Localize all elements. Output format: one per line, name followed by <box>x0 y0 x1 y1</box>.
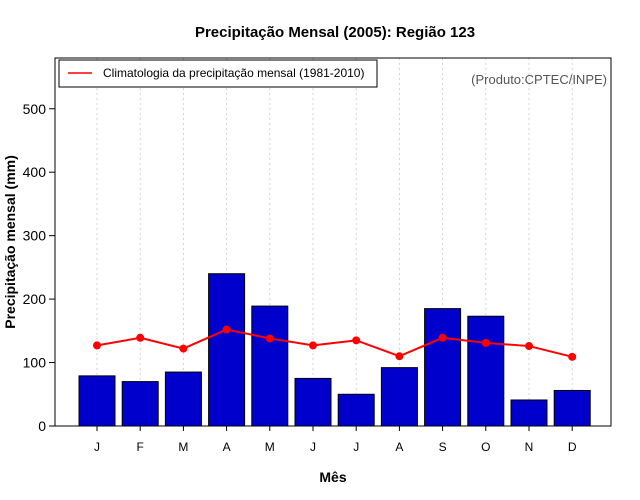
climatology-point-7 <box>352 336 361 345</box>
y-axis: 0 100 200 300 400 500 <box>23 101 55 434</box>
bar-2 <box>121 381 159 427</box>
legend-box <box>58 59 378 88</box>
x-tick-label: A <box>395 440 403 454</box>
bar-1 <box>78 375 116 427</box>
climatology-point-3 <box>179 344 188 353</box>
climatology-point-6 <box>309 341 317 350</box>
chart-title: Precipitação Mensal (2005): Região 123 <box>195 24 475 41</box>
product-label: (Produto:CPTEC/INPE) <box>471 72 607 87</box>
x-tick-label: N <box>525 440 534 454</box>
bar-10 <box>467 315 505 427</box>
x-tick-label: F <box>137 440 144 454</box>
x-tick-label: S <box>439 440 447 454</box>
bar-series <box>78 273 591 427</box>
climatology-line <box>96 328 573 358</box>
y-tick-label: 400 <box>23 164 47 180</box>
climatology-point-4 <box>222 325 231 334</box>
x-tick-label: D <box>568 440 577 454</box>
x-axis-title: Mês <box>319 469 346 485</box>
bar-4 <box>208 273 246 427</box>
x-tick-label: M <box>178 440 188 454</box>
y-tick-label: 500 <box>23 101 47 117</box>
x-tick-label: J <box>310 440 316 454</box>
climatology-point-9 <box>438 333 447 342</box>
bar-7 <box>337 393 375 427</box>
bar-6 <box>294 377 332 427</box>
climatology-point-2 <box>136 333 145 342</box>
climatology-point-8 <box>395 352 404 361</box>
x-tick-label: O <box>481 440 490 454</box>
x-tick-label: J <box>94 440 100 454</box>
y-axis-title: Precipitação mensal (mm) <box>2 155 18 329</box>
bar-9 <box>424 308 462 427</box>
climatology-series <box>93 325 577 361</box>
legend-label-climatology: Climatologia da precipitação mensal (198… <box>103 66 364 80</box>
climatology-point-11 <box>525 342 533 351</box>
y-tick-label: 100 <box>23 355 47 371</box>
legend: Climatologia da precipitação mensal (198… <box>58 59 378 88</box>
x-tick-label: J <box>353 440 359 454</box>
x-tick-label: M <box>265 440 275 454</box>
y-tick-label: 300 <box>23 228 47 244</box>
climatology-point-5 <box>265 334 274 343</box>
x-tick-label: A <box>223 440 231 454</box>
climatology-point-10 <box>481 338 490 347</box>
bar-5 <box>251 305 289 427</box>
bar-12 <box>553 389 591 427</box>
y-tick-label: 0 <box>38 418 46 434</box>
bar-8 <box>380 367 418 427</box>
y-tick-label: 200 <box>23 291 47 307</box>
climatology-point-1 <box>93 341 101 350</box>
plot-frame <box>54 57 612 427</box>
climatology-point-12 <box>568 352 577 361</box>
bar-3 <box>164 371 202 427</box>
bar-11 <box>510 399 548 427</box>
